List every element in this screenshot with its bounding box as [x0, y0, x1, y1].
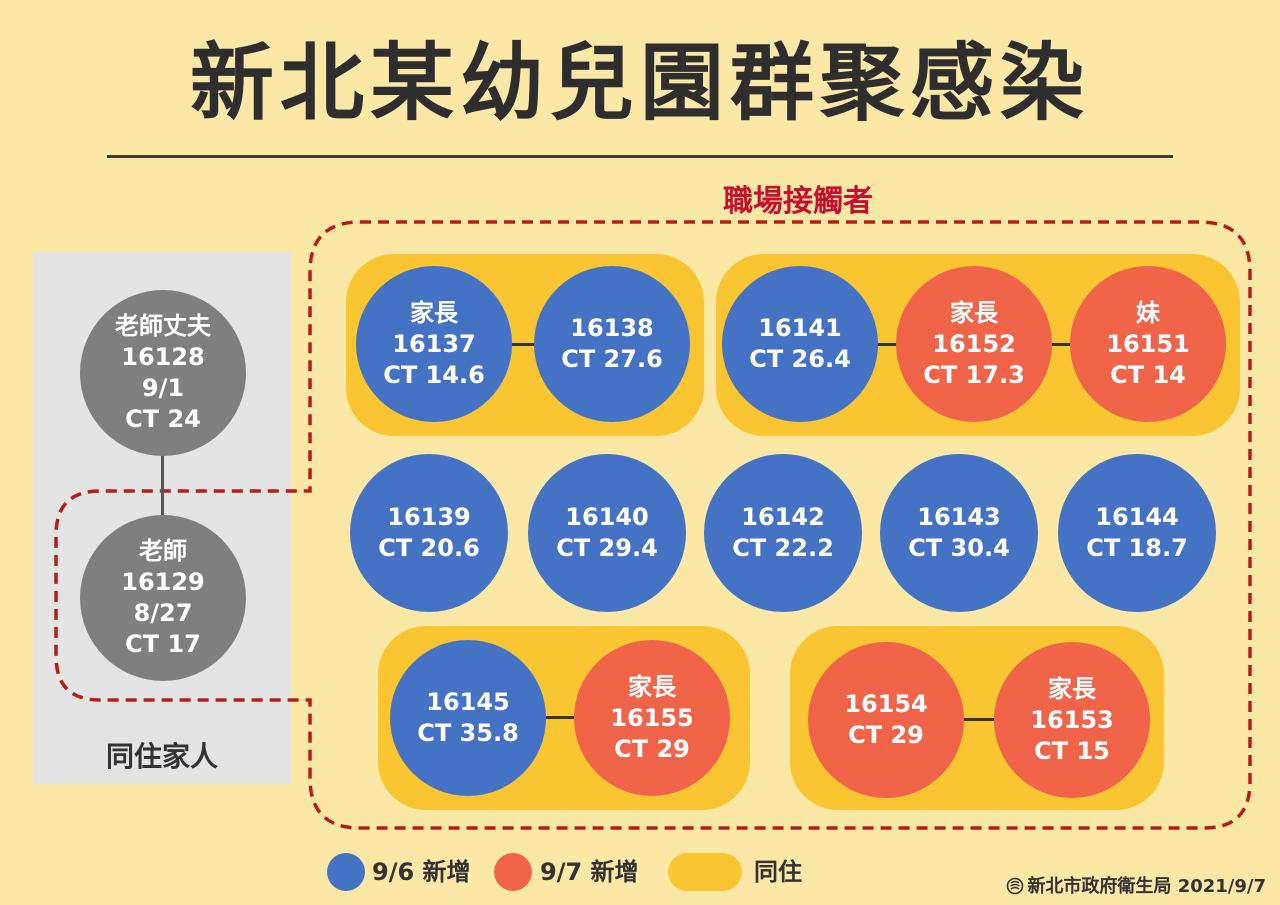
case-id: 16144 [1095, 503, 1179, 531]
case-id: 16129 [121, 568, 205, 596]
family-link [161, 455, 164, 515]
case-ct: CT 22.2 [732, 534, 834, 562]
case-16141: 16141 CT 26.4 [722, 266, 878, 422]
case-date: 8/27 [133, 599, 193, 627]
case-ct: CT 29.4 [556, 534, 658, 562]
case-ct: CT 29 [848, 721, 924, 749]
title-divider [107, 155, 1173, 158]
case-id: 16141 [758, 314, 842, 342]
case-ct: CT 17 [125, 630, 201, 658]
case-date: 9/1 [141, 374, 185, 402]
case-16151: 妹 16151 CT 14 [1070, 266, 1226, 422]
cohabit-link [1052, 343, 1076, 346]
case-16154: 16154 CT 29 [808, 642, 964, 798]
cohabit-link [544, 716, 576, 719]
case-16144: 16144 CT 18.7 [1058, 454, 1216, 612]
case-id: 16137 [392, 329, 476, 358]
source-credit: 新北市政府衛生局 2021/9/7 [1006, 876, 1266, 898]
legend-9-7-swatch [494, 853, 532, 891]
case-ct: CT 15 [1034, 736, 1110, 765]
case-label: 家長 [1048, 674, 1096, 703]
case-label: 老師 [139, 537, 187, 565]
case-ct: CT 24 [125, 405, 201, 433]
case-id: 16155 [610, 703, 694, 732]
case-ct: CT 20.6 [378, 534, 480, 562]
case-ct: CT 17.3 [923, 360, 1025, 389]
case-ct: CT 30.4 [908, 534, 1010, 562]
case-16140: 16140 CT 29.4 [528, 454, 686, 612]
case-label: 家長 [410, 298, 458, 327]
new-taipei-logo-icon [1007, 877, 1024, 895]
case-id: 16154 [844, 690, 928, 718]
case-ct: CT 27.6 [561, 345, 663, 373]
legend-9-7-label: 9/7 新增 [540, 858, 639, 886]
case-id: 16153 [1030, 705, 1114, 734]
cohabit-link [962, 718, 996, 721]
legend-9-6-swatch [327, 853, 365, 891]
case-label: 老師丈夫 [115, 312, 211, 340]
case-id: 16151 [1106, 329, 1190, 358]
family-case-16129: 老師 16129 8/27 CT 17 [80, 515, 246, 681]
case-16155: 家長 16155 CT 29 [574, 640, 730, 796]
case-ct: CT 14.6 [383, 360, 485, 389]
cohabit-link [876, 343, 902, 346]
case-id: 16143 [917, 503, 1001, 531]
case-id: 16139 [387, 503, 471, 531]
case-16142: 16142 CT 22.2 [704, 454, 862, 612]
case-label: 家長 [628, 672, 676, 701]
case-ct: CT 18.7 [1086, 534, 1188, 562]
case-16152: 家長 16152 CT 17.3 [896, 266, 1052, 422]
legend-cohabit-label: 同住 [754, 858, 802, 886]
case-ct: CT 14 [1110, 360, 1186, 389]
case-label: 妹 [1136, 298, 1160, 327]
cohabit-link [510, 343, 540, 346]
case-id: 16128 [121, 343, 205, 371]
case-ct: CT 29 [614, 734, 690, 763]
case-id: 16138 [570, 314, 654, 342]
case-16139: 16139 CT 20.6 [350, 454, 508, 612]
case-16138: 16138 CT 27.6 [534, 266, 690, 422]
case-label: 家長 [950, 298, 998, 327]
case-16145: 16145 CT 35.8 [390, 640, 546, 796]
case-id: 16145 [426, 688, 510, 716]
workplace-contacts-label: 職場接觸者 [723, 184, 873, 219]
case-16153: 家長 16153 CT 15 [994, 642, 1150, 798]
case-16137: 家長 16137 CT 14.6 [356, 266, 512, 422]
case-id: 16140 [565, 503, 649, 531]
page-title: 新北某幼兒園群聚感染 [189, 34, 1090, 132]
source-text: 新北市政府衛生局 2021/9/7 [1027, 876, 1266, 897]
case-ct: CT 35.8 [417, 719, 519, 747]
legend-9-6-label: 9/6 新增 [372, 858, 471, 886]
family-case-16128: 老師丈夫 16128 9/1 CT 24 [80, 290, 246, 456]
case-ct: CT 26.4 [749, 345, 851, 373]
case-id: 16142 [741, 503, 825, 531]
case-16143: 16143 CT 30.4 [880, 454, 1038, 612]
family-label: 同住家人 [105, 740, 218, 773]
case-id: 16152 [932, 329, 1016, 358]
legend-cohabit-swatch [668, 853, 742, 891]
